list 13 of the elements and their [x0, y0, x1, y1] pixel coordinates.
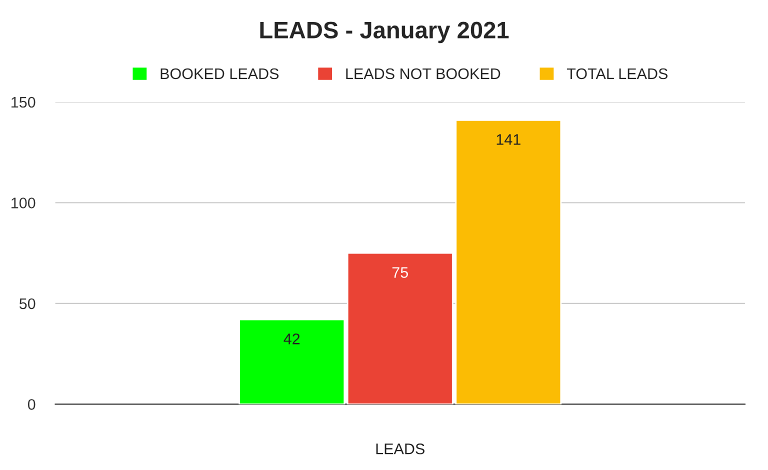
legend-label: LEADS NOT BOOKED: [346, 68, 500, 80]
data-label: 42: [284, 334, 300, 344]
x-tick-label: LEADS: [376, 443, 424, 454]
y-tick-label: 100: [12, 198, 36, 208]
chart-title: LEADS - January 2021: [260, 22, 509, 44]
legend-label: TOTAL LEADS: [566, 68, 668, 80]
y-tick-label: 50: [19, 298, 36, 310]
data-label: 141: [496, 134, 520, 145]
y-tick-label: 0: [28, 399, 36, 410]
data-label: 75: [392, 267, 408, 278]
legend-label: BOOKED LEADS: [160, 68, 279, 80]
y-tick-label: 150: [12, 96, 36, 108]
bar: [238, 318, 346, 404]
